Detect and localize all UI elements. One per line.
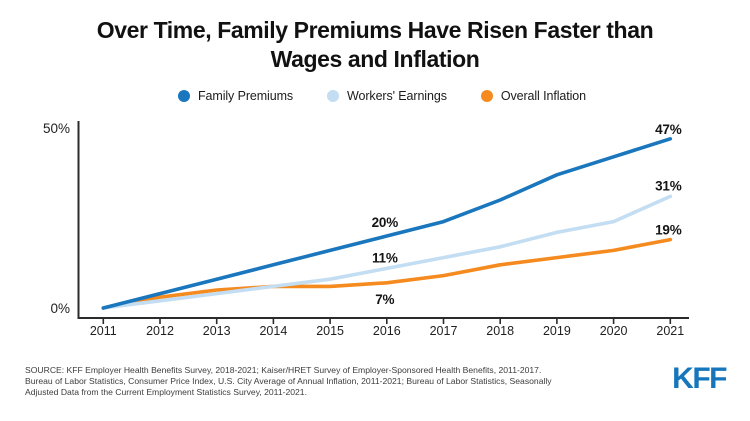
x-axis-label-2014: 2014 <box>259 324 287 338</box>
line-overall-inflation <box>101 237 673 310</box>
data-label-family-premiums-2021: 47% <box>655 122 682 137</box>
line-workers-earnings <box>101 194 673 310</box>
data-label-overall-inflation-2021: 19% <box>655 223 682 238</box>
x-axis-label-2018: 2018 <box>486 324 514 338</box>
family-premiums-dot-icon <box>178 90 190 102</box>
kff-logo: KFF <box>672 362 727 395</box>
legend-item-workers-earnings: Workers' Earnings <box>327 89 447 103</box>
data-label-overall-inflation-2016: 7% <box>375 292 394 307</box>
line-family-premiums <box>101 137 673 310</box>
x-axis-label-2020: 2020 <box>600 324 628 338</box>
page-title-line2: Wages and Inflation <box>270 46 480 72</box>
workers-earnings-dot-icon <box>327 90 340 102</box>
legend-label: Overall Inflation <box>500 89 586 103</box>
y-axis-label-0: 0% <box>50 301 70 316</box>
x-axis-label-2021: 2021 <box>656 324 684 338</box>
x-axis-label-2016: 2016 <box>373 324 401 338</box>
legend-label: Workers' Earnings <box>347 89 447 103</box>
x-axis-label-2019: 2019 <box>543 324 571 338</box>
legend-item-family-premiums: Family Premiums <box>178 89 293 103</box>
page-title-line1: Over Time, Family Premiums Have Risen Fa… <box>96 17 654 43</box>
overall-inflation-dot-icon <box>480 90 493 102</box>
y-axis-label-50: 50% <box>43 121 70 136</box>
page-title: Over Time, Family Premiums Have Risen Fa… <box>0 16 750 74</box>
legend-item-overall-inflation: Overall Inflation <box>480 89 586 103</box>
x-axis-label-2017: 2017 <box>430 324 458 338</box>
legend-label: Family Premiums <box>198 89 294 103</box>
data-label-workers-earnings-2021: 31% <box>655 178 682 193</box>
source-note: SOURCE: KFF Employer Health Benefits Sur… <box>25 365 552 397</box>
x-axis-label-2013: 2013 <box>203 324 231 338</box>
data-label-family-premiums-2016: 20% <box>372 215 399 230</box>
data-label-workers-earnings-2016: 11% <box>372 250 398 265</box>
x-axis-label-2012: 2012 <box>146 324 174 338</box>
x-axis-label-2011: 2011 <box>90 324 117 338</box>
x-axis-label-2015: 2015 <box>316 324 344 338</box>
chart-legend: Family Premiums Workers' Earnings Overall … <box>0 89 750 103</box>
